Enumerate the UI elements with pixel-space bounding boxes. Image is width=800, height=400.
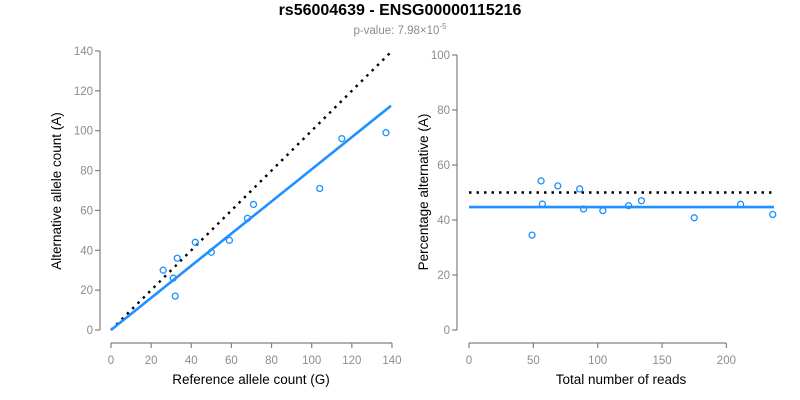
data-point (173, 254, 181, 262)
data-point (624, 202, 633, 210)
figure-subtitle: p-value: 7.98×10-5 (0, 22, 800, 37)
y-tick-label: 60 (80, 205, 93, 217)
x-tick-label: 0 (466, 355, 472, 367)
x-tick-label: 50 (527, 355, 540, 367)
y-axis-title: Percentage alternative (A) (416, 114, 431, 271)
x-tick-label: 20 (145, 355, 158, 367)
data-point (599, 206, 607, 215)
figure-title: rs56004639 - ENSG00000115216 (278, 2, 522, 19)
y-tick-label: 20 (80, 285, 93, 297)
y-tick-label: 100 (74, 126, 93, 138)
x-tick-label: 200 (717, 355, 736, 367)
y-tick-label: 0 (87, 325, 93, 337)
data-point (191, 238, 199, 246)
x-tick-label: 150 (652, 355, 671, 367)
x-tick-label: 80 (265, 355, 278, 367)
data-point (225, 236, 234, 244)
data-point (243, 214, 252, 223)
x-axis-title: Reference allele count (G) (172, 372, 330, 387)
data-point (637, 197, 646, 205)
y-tick-label: 60 (437, 160, 450, 172)
x-tick-label: 40 (185, 355, 198, 367)
y-tick-label: 80 (437, 105, 450, 117)
data-point (159, 266, 167, 274)
data-point (528, 231, 536, 239)
data-point (169, 274, 177, 282)
pvalue-exponent: -5 (439, 22, 447, 31)
x-tick-label: 100 (588, 355, 607, 367)
data-point (576, 185, 584, 193)
x-tick-label: 140 (382, 355, 401, 367)
data-point (769, 210, 777, 219)
x-tick-label: 100 (302, 355, 321, 367)
y-tick-label: 20 (437, 270, 450, 282)
identity-line (110, 52, 391, 331)
y-tick-label: 40 (437, 215, 450, 227)
x-tick-label: 0 (108, 355, 114, 367)
data-point (249, 200, 258, 209)
x-tick-label: 120 (342, 355, 361, 367)
data-point (736, 200, 745, 208)
data-point (538, 200, 547, 208)
y-axis-title: Alternative allele count (A) (49, 112, 64, 270)
data-point (316, 184, 324, 193)
y-tick-label: 140 (74, 46, 93, 58)
data-point (207, 248, 216, 256)
data-point (690, 214, 698, 222)
data-point (554, 182, 562, 190)
data-point (171, 292, 179, 300)
data-point (338, 135, 346, 143)
y-tick-label: 100 (431, 50, 450, 62)
y-tick-label: 120 (74, 86, 93, 98)
y-tick-label: 80 (80, 166, 93, 178)
data-point (537, 177, 545, 185)
y-tick-label: 40 (80, 245, 93, 257)
y-tick-label: 0 (444, 325, 450, 337)
x-tick-label: 60 (225, 355, 238, 367)
data-point (382, 129, 390, 137)
x-axis-title: Total number of reads (556, 372, 687, 387)
data-point (579, 205, 588, 213)
pvalue-text: p-value: 7.98×10 (353, 24, 440, 37)
